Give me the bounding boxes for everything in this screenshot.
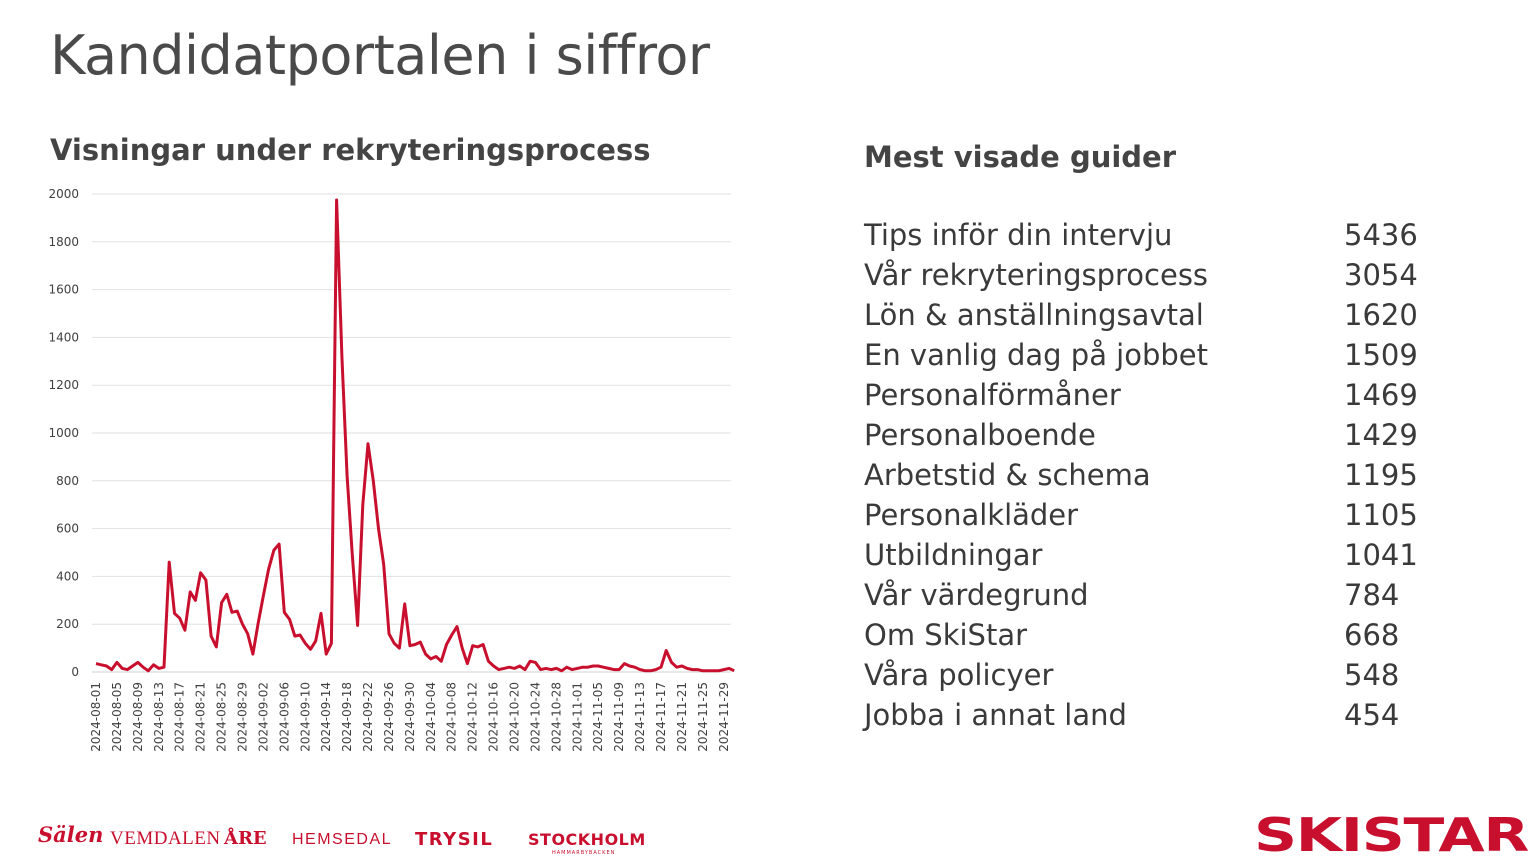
- guide-row: Om SkiStar 668: [864, 618, 1424, 658]
- guide-value: 1509: [1344, 338, 1418, 372]
- guide-row: Arbetstid & schema 1195: [864, 458, 1424, 498]
- x-tick-label: 2024-09-02: [256, 682, 270, 752]
- x-tick-label: 2024-11-01: [570, 682, 584, 752]
- skistar-logo: SKISTAR: [1254, 808, 1528, 862]
- y-tick-label: 1200: [48, 378, 79, 392]
- guide-value: 1620: [1344, 298, 1418, 332]
- x-tick-label: 2024-10-28: [549, 682, 563, 752]
- guide-value: 668: [1344, 618, 1400, 652]
- vemdalen-logo: VEMDALEN: [110, 828, 221, 849]
- guide-row: Personalkläder 1105: [864, 498, 1424, 538]
- stockholm-logo-subtitle: HAMMARBYBACKEN: [552, 850, 616, 856]
- guide-name: Lön & anställningsavtal: [864, 298, 1204, 332]
- salen-logo: Sälen: [38, 822, 104, 847]
- x-tick-label: 2024-10-16: [487, 682, 501, 752]
- guide-row: Lön & anställningsavtal 1620: [864, 298, 1424, 338]
- guide-name: Våra policyer: [864, 658, 1054, 692]
- guide-row: Jobba i annat land 454: [864, 698, 1424, 738]
- x-tick-label: 2024-08-17: [173, 682, 187, 752]
- guide-row: Vår rekryteringsprocess 3054: [864, 258, 1424, 298]
- x-tick-label: 2024-11-21: [675, 682, 689, 752]
- guide-row: Vår värdegrund 784: [864, 578, 1424, 618]
- guide-value: 5436: [1344, 218, 1418, 252]
- guide-name: Om SkiStar: [864, 618, 1028, 652]
- x-axis-ticks: 2024-08-01 2024-08-05 2024-08-09 2024-08-13…: [89, 682, 731, 752]
- guide-name: Jobba i annat land: [864, 698, 1127, 732]
- hemsedal-logo: HEMSEDAL: [292, 831, 393, 848]
- x-tick-label: 2024-11-29: [717, 682, 731, 752]
- guide-row: Tips inför din intervju 5436: [864, 218, 1424, 258]
- x-tick-label: 2024-09-10: [298, 682, 312, 752]
- x-tick-label: 2024-08-29: [235, 682, 249, 752]
- guide-value: 454: [1344, 698, 1400, 732]
- trysil-logo: TRYSIL: [415, 829, 494, 850]
- guide-name: Vår värdegrund: [864, 578, 1089, 612]
- x-tick-label: 2024-09-14: [319, 682, 333, 752]
- guide-name: Tips inför din intervju: [864, 218, 1173, 252]
- x-tick-label: 2024-11-13: [633, 682, 647, 752]
- x-tick-label: 2024-11-17: [654, 682, 668, 752]
- guide-name: Utbildningar: [864, 538, 1043, 572]
- x-tick-label: 2024-11-05: [591, 682, 605, 752]
- guide-name: Vår rekryteringsprocess: [864, 258, 1209, 292]
- page-title: Kandidatportalen i siffror: [50, 24, 710, 87]
- guide-value: 548: [1344, 658, 1400, 692]
- guides-list: Tips inför din intervju 5436 Vår rekryteri…: [864, 218, 1424, 738]
- y-axis-ticks: 0 200 400 600 800 1000 1200 1400 1600 1800 2000: [48, 187, 79, 679]
- guide-name: Arbetstid & schema: [864, 458, 1151, 492]
- x-tick-label: 2024-11-09: [612, 682, 626, 752]
- x-tick-label: 2024-10-24: [528, 682, 542, 752]
- x-tick-label: 2024-08-13: [152, 682, 166, 752]
- x-tick-label: 2024-08-25: [215, 682, 229, 752]
- chart-title: Visningar under rekryteringsprocess: [50, 133, 651, 167]
- y-tick-label: 600: [56, 522, 79, 536]
- x-tick-label: 2024-10-04: [424, 682, 438, 752]
- line-chart: 0 200 400 600 800 1000 1200 1400 1600 1800 2000 20…: [48, 187, 735, 752]
- guide-value: 784: [1344, 578, 1400, 612]
- guide-row: Utbildningar 1041: [864, 538, 1424, 578]
- guide-row: Våra policyer 548: [864, 658, 1424, 698]
- x-tick-label: 2024-09-30: [403, 682, 417, 752]
- x-tick-label: 2024-08-21: [194, 682, 208, 752]
- guide-name: Personalförmåner: [864, 378, 1121, 412]
- y-tick-label: 200: [56, 617, 79, 631]
- y-tick-label: 1000: [48, 426, 79, 440]
- y-tick-label: 2000: [48, 187, 79, 201]
- y-tick-label: 1400: [48, 330, 79, 344]
- guide-value: 1105: [1344, 498, 1418, 532]
- x-tick-label: 2024-11-25: [696, 682, 710, 752]
- x-tick-label: 2024-10-12: [466, 682, 480, 752]
- y-tick-label: 800: [56, 474, 79, 488]
- y-tick-label: 1800: [48, 235, 79, 249]
- guides-title: Mest visade guider: [864, 140, 1177, 174]
- x-tick-label: 2024-10-08: [445, 682, 459, 752]
- x-tick-label: 2024-09-18: [340, 682, 354, 752]
- x-tick-label: 2024-08-01: [89, 682, 103, 752]
- guide-name: En vanlig dag på jobbet: [864, 338, 1209, 372]
- y-tick-label: 400: [56, 569, 79, 583]
- y-tick-label: 0: [71, 665, 79, 679]
- guide-row: Personalboende 1429: [864, 418, 1424, 458]
- are-logo: ÅRE: [224, 828, 267, 849]
- guide-name: Personalboende: [864, 418, 1096, 452]
- x-tick-label: 2024-10-20: [508, 682, 522, 752]
- y-tick-label: 1600: [48, 283, 79, 297]
- guide-row: Personalförmåner 1469: [864, 378, 1424, 418]
- stockholm-logo: STOCKHOLM: [528, 830, 646, 849]
- chart-gridlines: [92, 193, 731, 673]
- guide-value: 3054: [1344, 258, 1418, 292]
- chart-series: [95, 198, 735, 673]
- guide-value: 1041: [1344, 538, 1418, 572]
- series-line: [95, 198, 735, 673]
- guide-name: Personalkläder: [864, 498, 1079, 532]
- x-tick-label: 2024-08-09: [131, 682, 145, 752]
- x-tick-label: 2024-09-22: [361, 682, 375, 752]
- guide-value: 1195: [1344, 458, 1418, 492]
- guide-value: 1469: [1344, 378, 1418, 412]
- guide-value: 1429: [1344, 418, 1418, 452]
- x-tick-label: 2024-09-06: [277, 682, 291, 752]
- x-tick-label: 2024-08-05: [110, 682, 124, 752]
- x-tick-label: 2024-09-26: [382, 682, 396, 752]
- guide-row: En vanlig dag på jobbet 1509: [864, 338, 1424, 378]
